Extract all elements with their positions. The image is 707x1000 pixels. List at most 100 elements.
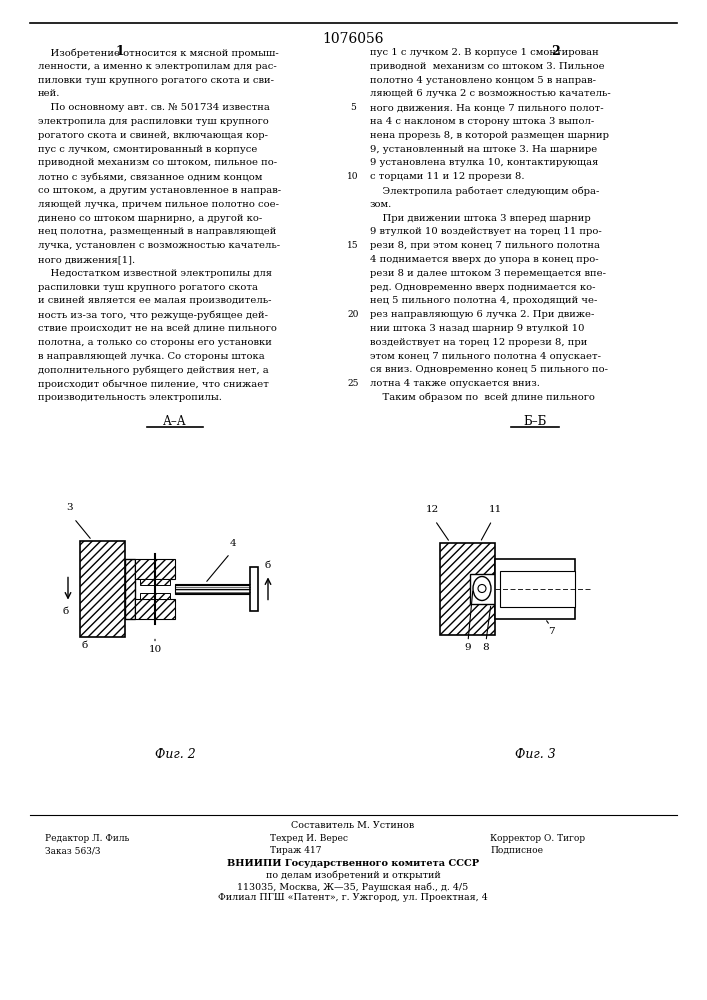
Text: рези 8 и далее штоком 3 перемещается впе-: рези 8 и далее штоком 3 перемещается впе… — [370, 269, 606, 278]
Text: 8: 8 — [483, 644, 489, 652]
Bar — [125, 558, 135, 618]
Bar — [250, 566, 258, 610]
Text: производительность электропилы.: производительность электропилы. — [38, 393, 222, 402]
Text: рез направляющую 6 лучка 2. При движе-: рез направляющую 6 лучка 2. При движе- — [370, 310, 595, 319]
Text: 9 установлена втулка 10, контактирующая: 9 установлена втулка 10, контактирующая — [370, 158, 598, 167]
Text: ленности, а именно к электропилам для рас-: ленности, а именно к электропилам для ра… — [38, 62, 276, 71]
Text: 25: 25 — [347, 379, 358, 388]
Text: этом конец 7 пильного полотна 4 опускает-: этом конец 7 пильного полотна 4 опускает… — [370, 352, 601, 361]
Text: приводной  механизм со штоком 3. Пильное: приводной механизм со штоком 3. Пильное — [370, 62, 604, 71]
Text: и свиней является ее малая производитель-: и свиней является ее малая производитель… — [38, 296, 271, 305]
Text: Составитель М. Устинов: Составитель М. Устинов — [291, 821, 414, 830]
Text: Фиг. 3: Фиг. 3 — [515, 748, 556, 761]
Text: распиловки туш крупного рогатого скота: распиловки туш крупного рогатого скота — [38, 283, 258, 292]
Text: А–А: А–А — [163, 415, 187, 428]
Text: 4 поднимается вверх до упора в конец про-: 4 поднимается вверх до упора в конец про… — [370, 255, 599, 264]
Text: Корректор О. Тигор: Корректор О. Тигор — [490, 834, 585, 843]
Text: по делам изобретений и открытий: по делам изобретений и открытий — [266, 871, 440, 880]
Bar — [135, 558, 175, 578]
Text: пус 1 с лучком 2. В корпусе 1 смонтирован: пус 1 с лучком 2. В корпусе 1 смонтирова… — [370, 48, 599, 57]
Text: лотно с зубьями, связанное одним концом: лотно с зубьями, связанное одним концом — [38, 172, 262, 182]
Text: Фиг. 2: Фиг. 2 — [155, 748, 195, 761]
Text: 9: 9 — [464, 644, 472, 652]
Ellipse shape — [473, 576, 491, 600]
Text: ствие происходит не на всей длине пильного: ствие происходит не на всей длине пильно… — [38, 324, 277, 333]
Text: Б–Б: Б–Б — [523, 415, 547, 428]
Text: Тираж 417: Тираж 417 — [270, 846, 322, 855]
Text: лотна 4 также опускается вниз.: лотна 4 также опускается вниз. — [370, 379, 540, 388]
Text: нии штока 3 назад шарнир 9 втулкой 10: нии штока 3 назад шарнир 9 втулкой 10 — [370, 324, 585, 333]
Text: При движении штока 3 вперед шарнир: При движении штока 3 вперед шарнир — [370, 214, 591, 223]
Text: 4: 4 — [230, 540, 236, 548]
Bar — [470, 574, 500, 603]
Text: дополнительного рубящего действия нет, а: дополнительного рубящего действия нет, а — [38, 365, 269, 375]
Text: со штоком, а другим установленное в направ-: со штоком, а другим установленное в напр… — [38, 186, 281, 195]
Text: пиловки туш крупного рогатого скота и сви-: пиловки туш крупного рогатого скота и св… — [38, 76, 274, 85]
Text: электропила для распиловки туш крупного: электропила для распиловки туш крупного — [38, 117, 269, 126]
Text: Редактор Л. Филь: Редактор Л. Филь — [45, 834, 129, 843]
Bar — [175, 584, 250, 593]
Text: б: б — [82, 641, 88, 650]
Text: 20: 20 — [347, 310, 358, 319]
Bar — [140, 592, 170, 598]
Text: 15: 15 — [347, 241, 359, 250]
Text: ред. Одновременно вверх поднимается ко-: ред. Одновременно вверх поднимается ко- — [370, 283, 595, 292]
Text: ВНИИПИ Государственного комитета СССР: ВНИИПИ Государственного комитета СССР — [227, 859, 479, 868]
Text: б: б — [265, 562, 271, 570]
Bar — [495, 558, 575, 618]
Text: динено со штоком шарнирно, а другой ко-: динено со штоком шарнирно, а другой ко- — [38, 214, 262, 223]
Text: рези 8, при этом конец 7 пильного полотна: рези 8, при этом конец 7 пильного полотн… — [370, 241, 600, 250]
Text: ней.: ней. — [38, 89, 60, 98]
Text: на 4 с наклоном в сторону штока 3 выпол-: на 4 с наклоном в сторону штока 3 выпол- — [370, 117, 595, 126]
Text: Таким образом по  всей длине пильного: Таким образом по всей длине пильного — [370, 393, 595, 402]
Text: полотно 4 установлено концом 5 в направ-: полотно 4 установлено концом 5 в направ- — [370, 76, 596, 85]
Text: нец полотна, размещенный в направляющей: нец полотна, размещенный в направляющей — [38, 227, 276, 236]
Text: б: б — [63, 606, 69, 615]
Text: По основному авт. св. № 501734 известна: По основному авт. св. № 501734 известна — [38, 103, 270, 112]
Text: Электропила работает следующим обра-: Электропила работает следующим обра- — [370, 186, 600, 196]
Text: в направляющей лучка. Со стороны штока: в направляющей лучка. Со стороны штока — [38, 352, 264, 361]
Text: 2: 2 — [551, 45, 559, 58]
Text: 7: 7 — [548, 628, 554, 637]
Text: Заказ 563/3: Заказ 563/3 — [45, 846, 100, 855]
Text: 1: 1 — [116, 45, 124, 58]
Text: рогатого скота и свиней, включающая кор-: рогатого скота и свиней, включающая кор- — [38, 131, 268, 140]
Text: ного движения. На конце 7 пильного полот-: ного движения. На конце 7 пильного полот… — [370, 103, 604, 112]
Text: 12: 12 — [426, 506, 438, 514]
Text: происходит обычное пиление, что снижает: происходит обычное пиление, что снижает — [38, 379, 269, 389]
Bar — [135, 598, 175, 618]
Text: 10: 10 — [148, 646, 162, 654]
Text: полотна, а только со стороны его установки: полотна, а только со стороны его установ… — [38, 338, 272, 347]
Bar — [140, 578, 170, 584]
Bar — [500, 570, 575, 606]
Text: Филиал ПГШ «Патент», г. Ужгород, ул. Проектная, 4: Филиал ПГШ «Патент», г. Ужгород, ул. Про… — [218, 893, 488, 902]
Text: Недостатком известной электропилы для: Недостатком известной электропилы для — [38, 269, 272, 278]
Text: ляющей лучка, причем пильное полотно сое-: ляющей лучка, причем пильное полотно сое… — [38, 200, 279, 209]
Text: нена прорезь 8, в которой размещен шарнир: нена прорезь 8, в которой размещен шарни… — [370, 131, 609, 140]
Text: 9, установленный на штоке 3. На шарнире: 9, установленный на штоке 3. На шарнире — [370, 145, 597, 154]
Text: Подписное: Подписное — [490, 846, 543, 855]
Text: Техред И. Верес: Техред И. Верес — [270, 834, 348, 843]
Text: ного движения[1].: ного движения[1]. — [38, 255, 135, 264]
Text: 9 втулкой 10 воздействует на торец 11 про-: 9 втулкой 10 воздействует на торец 11 пр… — [370, 227, 602, 236]
Text: приводной механизм со штоком, пильное по-: приводной механизм со штоком, пильное по… — [38, 158, 277, 167]
Text: Изобретение относится к мясной промыш-: Изобретение относится к мясной промыш- — [38, 48, 279, 57]
Text: 11: 11 — [489, 506, 502, 514]
Text: 113035, Москва, Ж—35, Раушская наб., д. 4/5: 113035, Москва, Ж—35, Раушская наб., д. … — [238, 882, 469, 892]
Text: ся вниз. Одновременно конец 5 пильного по-: ся вниз. Одновременно конец 5 пильного п… — [370, 365, 608, 374]
Text: нец 5 пильного полотна 4, проходящий че-: нец 5 пильного полотна 4, проходящий че- — [370, 296, 597, 305]
Text: 3: 3 — [66, 504, 74, 512]
Text: ность из-за того, что режуще-рубящее дей-: ность из-за того, что режуще-рубящее дей… — [38, 310, 268, 320]
Ellipse shape — [478, 584, 486, 592]
Text: ляющей 6 лучка 2 с возможностью качатель-: ляющей 6 лучка 2 с возможностью качатель… — [370, 89, 611, 98]
Text: зом.: зом. — [370, 200, 392, 209]
Text: 5: 5 — [350, 103, 356, 112]
Bar — [440, 542, 495, 635]
Text: пус с лучком, смонтированный в корпусе: пус с лучком, смонтированный в корпусе — [38, 145, 257, 154]
Text: 10: 10 — [347, 172, 358, 181]
Text: воздействует на торец 12 прорези 8, при: воздействует на торец 12 прорези 8, при — [370, 338, 588, 347]
Text: 1076056: 1076056 — [322, 32, 384, 46]
Bar — [80, 540, 125, 637]
Text: лучка, установлен с возможностью качатель-: лучка, установлен с возможностью качател… — [38, 241, 280, 250]
Text: с торцами 11 и 12 прорези 8.: с торцами 11 и 12 прорези 8. — [370, 172, 525, 181]
